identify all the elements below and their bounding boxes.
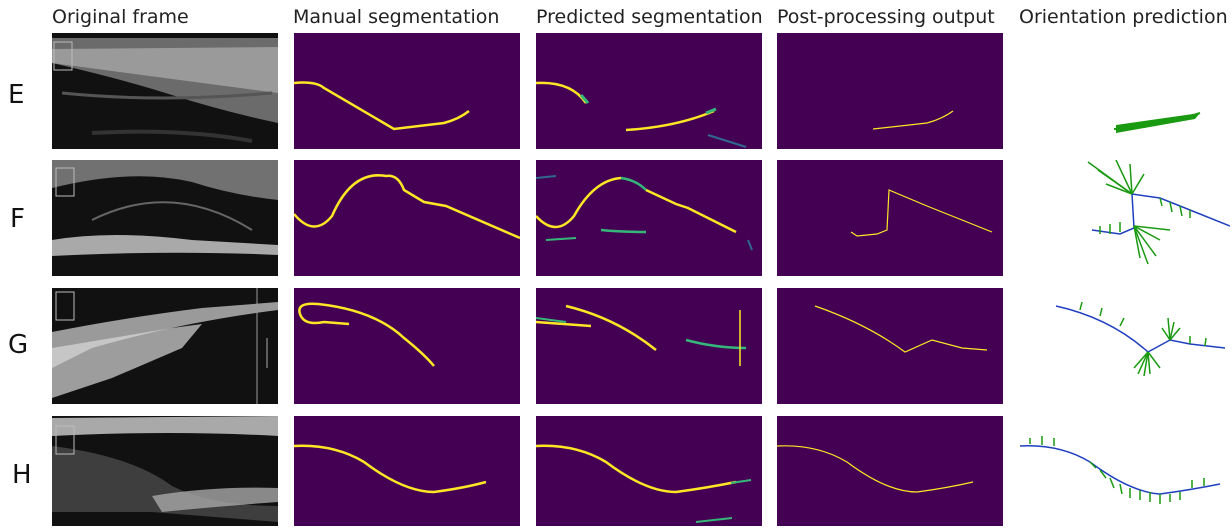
postprocessing-output-e [777, 33, 1003, 149]
row-label-h: H [12, 460, 32, 490]
orientation-prediction-h [1020, 436, 1221, 504]
predicted-segmentation-e [536, 33, 762, 149]
manual-segmentation-h [294, 416, 520, 526]
orientation-prediction-g [1055, 301, 1226, 377]
row-label-g: G [8, 330, 29, 360]
postprocessing-output-g [777, 288, 1003, 404]
original-frame-e [52, 33, 278, 149]
header-original-frame: Original frame [52, 6, 189, 28]
original-frame-g [52, 288, 278, 404]
row-label-e: E [8, 80, 25, 110]
header-postprocessing-output: Post-processing output [777, 6, 995, 28]
predicted-segmentation-g [536, 288, 762, 404]
manual-segmentation-e [294, 33, 520, 149]
orientation-prediction-e [1113, 112, 1201, 133]
orientation-prediction-f [1087, 160, 1230, 265]
header-predicted-segmentation: Predicted segmentation [536, 6, 763, 28]
row-label-f: F [10, 204, 25, 234]
header-manual-segmentation: Manual segmentation [293, 6, 500, 28]
postprocessing-output-h [777, 416, 1003, 526]
predicted-segmentation-f [536, 160, 762, 276]
original-frame-f [52, 160, 278, 276]
manual-segmentation-g [294, 288, 520, 404]
header-orientation-prediction: Orientation prediction [1019, 6, 1228, 28]
manual-segmentation-f [294, 160, 520, 276]
predicted-segmentation-h [536, 416, 762, 526]
original-frame-h [52, 416, 278, 526]
postprocessing-output-f [777, 160, 1003, 276]
